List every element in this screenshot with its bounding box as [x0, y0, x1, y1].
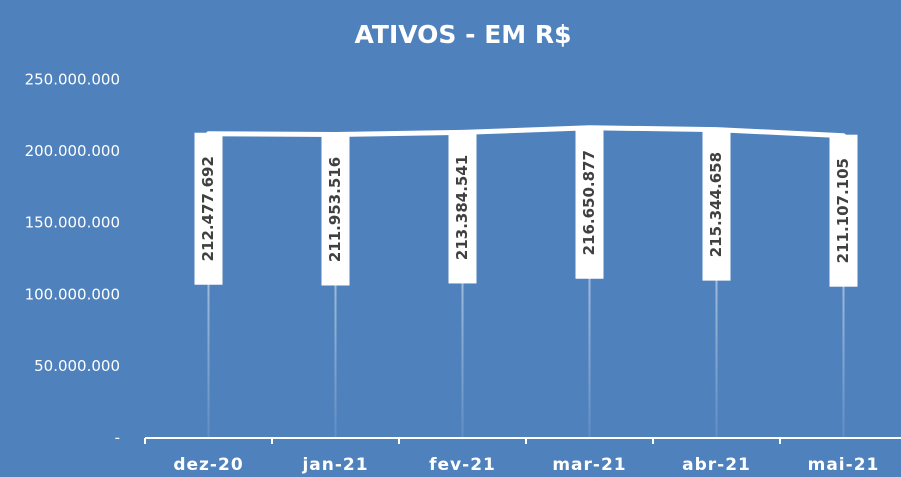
data-label-box — [194, 132, 223, 285]
y-tick-label: 200.000.000 — [25, 142, 120, 160]
y-tick-label: 250.000.000 — [25, 71, 120, 89]
y-tick-label: - — [115, 429, 120, 447]
data-label: 212.477.692 — [199, 156, 217, 261]
drop-line — [588, 127, 591, 438]
x-tick-label: mai-21 — [808, 455, 880, 475]
data-label-box — [829, 134, 858, 287]
drop-line — [461, 132, 464, 438]
data-label: 211.953.516 — [326, 157, 344, 262]
chart-title: ATIVOS - EM R$ — [354, 20, 571, 49]
drop-line — [207, 133, 210, 439]
drop-line — [842, 135, 845, 438]
data-label-box — [702, 128, 731, 281]
data-label: 215.344.658 — [707, 152, 725, 257]
x-tick-label: fev-21 — [429, 455, 496, 475]
drop-line — [715, 129, 718, 438]
data-label-box — [575, 126, 604, 279]
x-tick-label: abr-21 — [682, 455, 751, 475]
x-tick-label: dez-20 — [173, 455, 243, 475]
data-label: 211.107.105 — [834, 158, 852, 263]
data-label: 216.650.877 — [580, 150, 598, 255]
y-tick-label: 50.000.000 — [34, 357, 120, 375]
data-label-box — [321, 133, 350, 286]
y-tick-label: 100.000.000 — [25, 285, 120, 303]
data-label: 213.384.541 — [453, 155, 471, 260]
x-tick-label: jan-21 — [301, 455, 368, 475]
data-label-box — [448, 131, 477, 284]
drop-line — [334, 134, 337, 439]
line — [206, 125, 846, 139]
x-tick-label: mar-21 — [552, 455, 626, 475]
y-tick-label: 150.000.000 — [25, 214, 120, 232]
